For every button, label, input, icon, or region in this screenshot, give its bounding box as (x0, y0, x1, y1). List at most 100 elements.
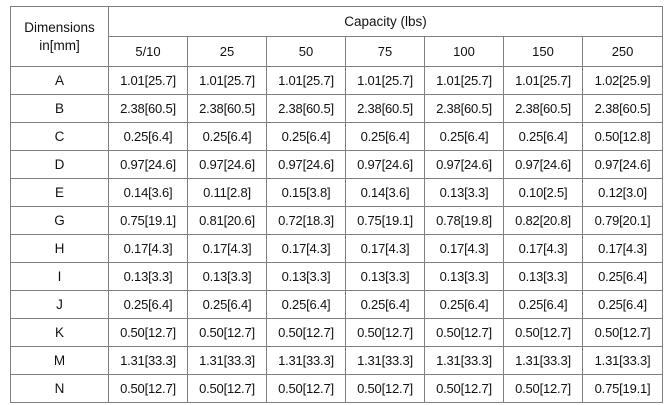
table-cell: 0.13[3.3] (424, 178, 504, 207)
dimensions-header-line2: in[mm] (39, 37, 80, 53)
table-cell: 0.78[19.8] (424, 206, 504, 235)
table-row: N 0.50[12.7] 0.50[12.7] 0.50[12.7] 0.50[12.7… (10, 374, 664, 403)
table-cell: 1.31[33.3] (108, 346, 188, 375)
table-cell: 1.31[33.3] (503, 346, 583, 375)
row-label: H (10, 234, 109, 263)
table-cell: 1.31[33.3] (424, 346, 504, 375)
table-cell: 0.15[3.8] (266, 178, 346, 207)
table-cell: 0.25[6.4] (503, 122, 583, 151)
dimensions-header: Dimensions in[mm] (10, 6, 109, 67)
capacity-column-header: 75 (345, 36, 425, 67)
table-cell: 2.38[60.5] (581, 94, 664, 123)
table-cell: 0.97[24.6] (345, 150, 425, 179)
table-cell: 0.50[12.7] (266, 318, 346, 347)
table-cell: 0.50[12.7] (424, 374, 504, 403)
table-cell: 1.31[33.3] (345, 346, 425, 375)
table-cell: 1.01[25.7] (108, 66, 188, 95)
table-cell: 0.50[12.7] (266, 374, 346, 403)
table-cell: 0.13[3.3] (187, 262, 267, 291)
table-cell: 0.17[4.3] (108, 234, 188, 263)
table-cell: 1.01[25.7] (345, 66, 425, 95)
table-cell: 0.17[4.3] (266, 234, 346, 263)
table-row: D 0.97[24.6] 0.97[24.6] 0.97[24.6] 0.97[24.6… (10, 150, 664, 179)
table-cell: 1.31[33.3] (266, 346, 346, 375)
table-cell: 2.38[60.5] (266, 94, 346, 123)
table-cell: 0.97[24.6] (581, 150, 664, 179)
table-cell: 0.50[12.7] (108, 318, 188, 347)
row-label: J (10, 290, 109, 319)
table-row: C 0.25[6.4] 0.25[6.4] 0.25[6.4] 0.25[6.4] 0.2… (10, 122, 664, 151)
table-cell: 0.75[19.1] (108, 206, 188, 235)
dimensions-header-line1: Dimensions (24, 19, 95, 35)
table-cell: 0.17[4.3] (581, 234, 664, 263)
row-label: M (10, 346, 109, 375)
table-row: K 0.50[12.7] 0.50[12.7] 0.50[12.7] 0.50[12.7… (10, 318, 664, 347)
table-cell: 0.50[12.8] (581, 122, 664, 151)
table-cell: 0.25[6.4] (503, 290, 583, 319)
row-label: D (10, 150, 109, 179)
table-cell: 0.25[6.4] (581, 290, 664, 319)
table-cell: 0.50[12.7] (187, 318, 267, 347)
table-cell: 0.50[12.7] (424, 318, 504, 347)
table-row: A 1.01[25.7] 1.01[25.7] 1.01[25.7] 1.01[25.7… (10, 66, 664, 95)
table-cell: 0.13[3.3] (266, 262, 346, 291)
capacity-column-header: 250 (581, 36, 664, 67)
table-cell: 0.25[6.4] (108, 290, 188, 319)
row-label: C (10, 122, 109, 151)
capacity-column-header: 50 (266, 36, 346, 67)
table-cell: 0.13[3.3] (345, 262, 425, 291)
table-row: I 0.13[3.3] 0.13[3.3] 0.13[3.3] 0.13[3.3] 0.1… (10, 262, 664, 291)
table-cell: 0.79[20.1] (581, 206, 664, 235)
table-cell: 2.38[60.5] (503, 94, 583, 123)
table-cell: 1.31[33.3] (187, 346, 267, 375)
capacity-column-header: 5/10 (108, 36, 188, 67)
table-cell: 0.50[12.7] (345, 374, 425, 403)
table-cell: 0.50[12.7] (503, 318, 583, 347)
table-cell: 0.25[6.4] (424, 290, 504, 319)
row-label: I (10, 262, 109, 291)
capacity-column-header: 150 (503, 36, 583, 67)
table-cell: 0.50[12.7] (345, 318, 425, 347)
table-cell: 0.13[3.3] (108, 262, 188, 291)
table-cell: 0.75[19.1] (581, 374, 664, 403)
table-cell: 0.25[6.4] (108, 122, 188, 151)
table-cell: 0.72[18.3] (266, 206, 346, 235)
table-cell: 1.01[25.7] (266, 66, 346, 95)
table-cell: 2.38[60.5] (108, 94, 188, 123)
table-cell: 0.97[24.6] (424, 150, 504, 179)
table-cell: 1.02[25.9] (581, 66, 664, 95)
dimensions-table: Dimensions in[mm] Capacity (lbs) 5/10 25 5… (10, 6, 664, 403)
table-cell: 1.31[33.3] (581, 346, 664, 375)
table-cell: 0.10[2.5] (503, 178, 583, 207)
row-label: G (10, 206, 109, 235)
row-label: N (10, 374, 109, 403)
table-cell: 1.01[25.7] (503, 66, 583, 95)
table-cell: 0.50[12.7] (108, 374, 188, 403)
capacity-header: Capacity (lbs) (107, 6, 664, 37)
table-row: H 0.17[4.3] 0.17[4.3] 0.17[4.3] 0.17[4.3] 0.1… (10, 234, 664, 263)
table-cell: 0.11[2.8] (187, 178, 267, 207)
table-cell: 0.17[4.3] (424, 234, 504, 263)
table-cell: 0.25[6.4] (424, 122, 504, 151)
row-label: B (10, 94, 109, 123)
table-cell: 0.17[4.3] (187, 234, 267, 263)
row-label: E (10, 178, 109, 207)
table-cell: 0.25[6.4] (266, 290, 346, 319)
table-cell: 2.38[60.5] (424, 94, 504, 123)
row-label: K (10, 318, 109, 347)
table-cell: 0.25[6.4] (187, 290, 267, 319)
table-cell: 0.17[4.3] (503, 234, 583, 263)
table-cell: 0.25[6.4] (345, 290, 425, 319)
table-row: E 0.14[3.6] 0.11[2.8] 0.15[3.8] 0.14[3.6] 0.1… (10, 178, 664, 207)
table-cell: 0.12[3.0] (581, 178, 664, 207)
table-cell: 0.25[6.4] (345, 122, 425, 151)
capacity-column-header: 25 (187, 36, 267, 67)
table-cell: 0.50[12.7] (503, 374, 583, 403)
table-cell: 2.38[60.5] (345, 94, 425, 123)
table-row: B 2.38[60.5] 2.38[60.5] 2.38[60.5] 2.38[60.5… (10, 94, 664, 123)
table-cell: 0.25[6.4] (187, 122, 267, 151)
table-row: M 1.31[33.3] 1.31[33.3] 1.31[33.3] 1.31[33.3… (10, 346, 664, 375)
header-row: Dimensions in[mm] Capacity (lbs) (10, 6, 664, 67)
table-cell: 0.13[3.3] (424, 262, 504, 291)
